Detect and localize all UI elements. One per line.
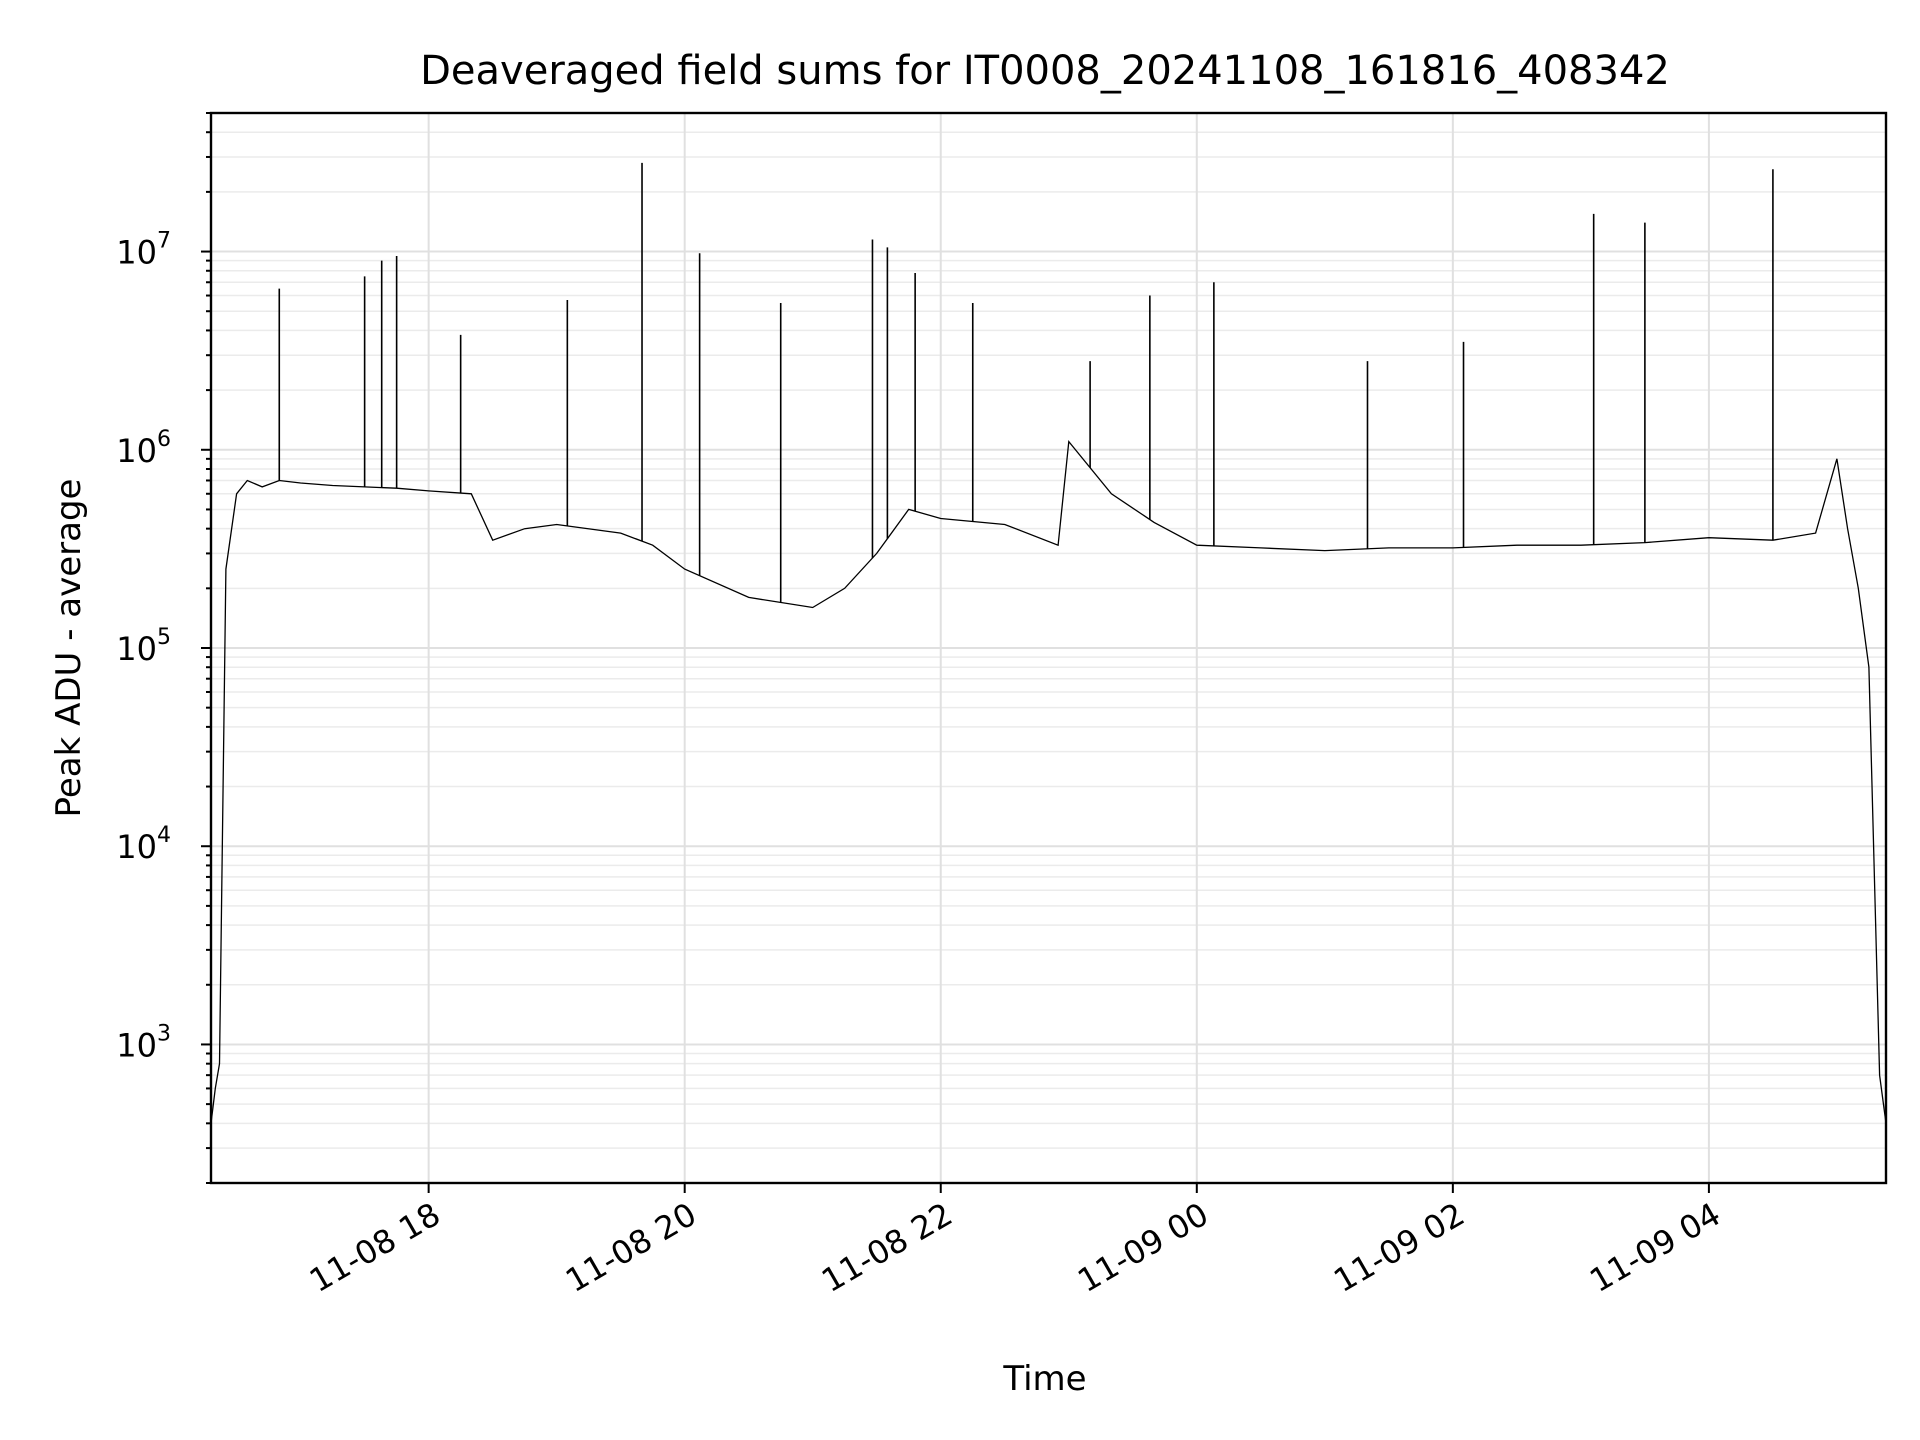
- y-axis: 103 104 105 106 107: [116, 112, 211, 1184]
- chart-title: Deaveraged field sums for IT0008_2024110…: [420, 48, 1670, 94]
- x-tick-label: 11-09 04: [1583, 1195, 1727, 1300]
- x-tick-label: 11-08 20: [559, 1195, 703, 1300]
- x-tick-label: 11-08 22: [815, 1195, 959, 1300]
- series-line: [210, 439, 1887, 1124]
- y-tick-label: 106: [116, 427, 171, 470]
- y-tick-label: 105: [116, 625, 171, 668]
- y-tick-label: 104: [116, 823, 171, 866]
- plot-area: [210, 162, 1887, 1124]
- y-tick-label: 107: [116, 229, 171, 272]
- x-tick-label: 11-09 02: [1327, 1195, 1471, 1300]
- x-axis: 11-08 18 11-08 20 11-08 22 11-09 00 11-09 02…: [303, 1183, 1727, 1300]
- x-tick-label: 11-08 18: [303, 1195, 447, 1300]
- y-tick-label: 103: [116, 1021, 171, 1064]
- spike-lines: [278, 162, 1774, 603]
- x-tick-label: 11-09 00: [1071, 1195, 1215, 1300]
- x-axis-label: Time: [1002, 1359, 1086, 1399]
- y-axis-label: Peak ADU - average: [49, 479, 89, 818]
- grid: [211, 112, 1886, 1184]
